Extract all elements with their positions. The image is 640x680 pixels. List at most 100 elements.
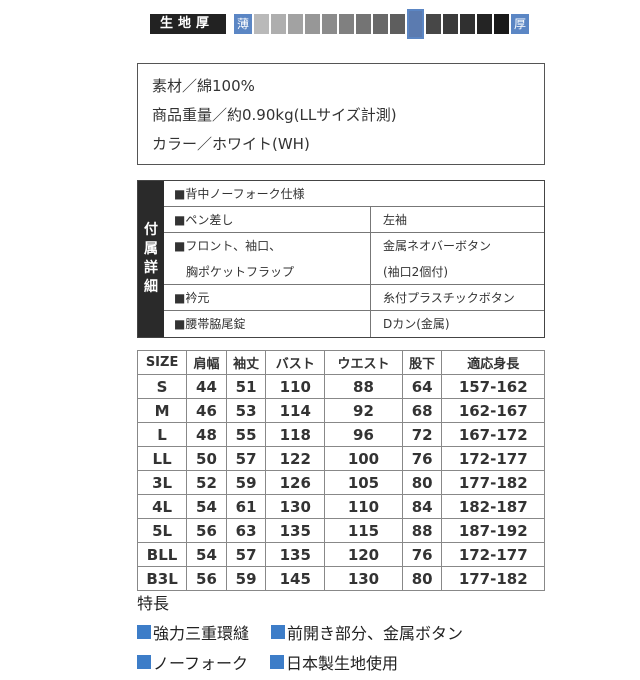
table-cell: 110 — [265, 374, 326, 399]
thickness-step — [322, 14, 337, 34]
table-cell: 61 — [225, 494, 267, 519]
square-bullet-icon — [270, 655, 285, 669]
detail-item-text: ■衿元 — [174, 290, 210, 305]
detail-spec: 糸付プラスチックボタン — [371, 285, 544, 310]
thickness-step — [460, 14, 475, 34]
table-row: B3L 56 59 145 130 80 177-182 — [136, 566, 545, 591]
table-cell: 53 — [225, 398, 267, 423]
table-cell: 76 — [401, 446, 443, 471]
features-title: 特長 — [137, 594, 170, 613]
thickness-step — [305, 14, 320, 34]
detail-spec: Dカン(金属) — [371, 311, 544, 337]
feature-text: 前開き部分、金属ボタン — [287, 624, 464, 643]
detail-item-text: ■腰帯脇尾錠 — [174, 317, 246, 331]
detail-row: ■衿元 糸付プラスチックボタン — [164, 285, 544, 311]
material-line: 素材／綿100% — [152, 77, 255, 95]
detail-row: ■ペン差し 左袖 — [164, 207, 544, 233]
table-cell: 130 — [265, 494, 326, 519]
table-cell: 162-167 — [441, 398, 545, 423]
table-cell: 50 — [186, 446, 227, 471]
table-cell: 177-182 — [441, 566, 545, 591]
table-cell: 68 — [401, 398, 443, 423]
weight-line: 商品重量／約0.90kg(LLサイズ計測) — [152, 106, 397, 124]
table-cell: 115 — [324, 518, 403, 543]
table-cell: LL — [136, 446, 188, 471]
table-cell: 135 — [265, 518, 326, 543]
table-cell: 114 — [265, 398, 326, 423]
table-cell: 167-172 — [441, 422, 545, 447]
feature-item: 強力三重環縫 — [137, 620, 249, 644]
table-cell: 76 — [401, 542, 443, 567]
table-row: 4L 54 61 130 110 84 182-187 — [136, 494, 545, 519]
detail-spec: 左袖 — [371, 207, 544, 232]
table-cell: 84 — [401, 494, 443, 519]
table-cell: BLL — [136, 542, 188, 567]
thickness-step — [390, 14, 405, 34]
table-row: LL 50 57 122 100 76 172-177 — [136, 446, 545, 471]
table-cell: 88 — [324, 374, 403, 399]
table-cell: 48 — [186, 422, 227, 447]
table-cell: 145 — [265, 566, 326, 591]
column-header: 股下 — [401, 350, 443, 375]
table-row: L 48 55 118 96 72 167-172 — [136, 422, 545, 447]
table-cell: 59 — [225, 470, 267, 495]
side-char: 付 — [144, 222, 158, 238]
detail-row: ■腰帯脇尾錠 Dカン(金属) — [164, 311, 544, 337]
table-cell: 57 — [225, 446, 267, 471]
detail-item-text: ■背中ノーフォーク仕様 — [174, 186, 305, 201]
detail-item: ■衿元 — [164, 285, 371, 310]
detail-item: ■腰帯脇尾錠 — [164, 311, 371, 337]
square-bullet-icon — [137, 655, 151, 669]
table-cell: 54 — [186, 542, 227, 567]
table-cell: 4L — [136, 494, 188, 519]
table-cell: L — [136, 422, 188, 447]
material-box: 素材／綿100% 商品重量／約0.90kg(LLサイズ計測) カラー／ホワイト(… — [137, 63, 545, 165]
table-cell: 44 — [186, 374, 227, 399]
column-header: ウエスト — [324, 350, 403, 375]
detail-row: ■フロント、袖口、 胸ポケットフラップ 金属ネオバーボタン (袖口2個付) — [164, 233, 544, 285]
table-row: 5L 56 63 135 115 88 187-192 — [136, 518, 545, 543]
table-cell: 100 — [324, 446, 403, 471]
table-cell: 57 — [225, 542, 267, 567]
table-cell: 56 — [186, 518, 227, 543]
table-cell: 177-182 — [441, 470, 545, 495]
table-cell: 46 — [186, 398, 227, 423]
table-cell: 120 — [324, 542, 403, 567]
color-line: カラー／ホワイト(WH) — [152, 135, 310, 153]
thickness-step — [494, 14, 509, 34]
detail-item: ■フロント、袖口、 胸ポケットフラップ — [164, 233, 371, 284]
features-section: 特長 強力三重環縫 前開き部分、金属ボタンノーフォーク 日本製生地使用 — [137, 590, 463, 680]
table-cell: 52 — [186, 470, 227, 495]
thickness-step — [443, 14, 458, 34]
table-cell: 51 — [225, 374, 267, 399]
thickness-step — [254, 14, 269, 34]
table-cell: B3L — [136, 566, 188, 591]
table-cell: 64 — [401, 374, 443, 399]
feature-item: 前開き部分、金属ボタン — [271, 620, 463, 644]
detail-item: ■背中ノーフォーク仕様 — [164, 181, 544, 206]
table-row: M 46 53 114 92 68 162-167 — [136, 398, 545, 423]
thickness-bar: 薄 厚 — [234, 9, 529, 39]
thickness-step — [271, 14, 286, 34]
table-cell: 157-162 — [441, 374, 545, 399]
detail-spec-text: Dカン(金属) — [383, 317, 450, 331]
side-char: 属 — [144, 241, 158, 257]
table-cell: 55 — [225, 422, 267, 447]
table-cell: 130 — [324, 566, 403, 591]
feature-text: 日本製生地使用 — [286, 654, 399, 673]
detail-item-text: ■フロント、袖口、 — [174, 238, 282, 253]
thickness-step — [426, 14, 441, 34]
table-cell: 80 — [401, 566, 443, 591]
column-header: 適応身長 — [441, 350, 545, 375]
feature-row: ノーフォーク 日本製生地使用 — [137, 650, 463, 674]
detail-spec-text: 金属ネオバーボタン — [383, 238, 492, 253]
detail-spec-text: 糸付プラスチックボタン — [383, 290, 515, 305]
fabric-thickness-scale: 生地厚 薄 厚 — [150, 9, 529, 39]
column-header: 肩幅 — [186, 350, 227, 375]
detail-item-text: ■ペン差し — [174, 212, 234, 227]
table-cell: 92 — [324, 398, 403, 423]
square-bullet-icon — [137, 625, 151, 639]
column-header: SIZE — [136, 350, 188, 375]
side-char: 細 — [144, 279, 158, 295]
detail-spec-text: 左袖 — [383, 212, 408, 227]
